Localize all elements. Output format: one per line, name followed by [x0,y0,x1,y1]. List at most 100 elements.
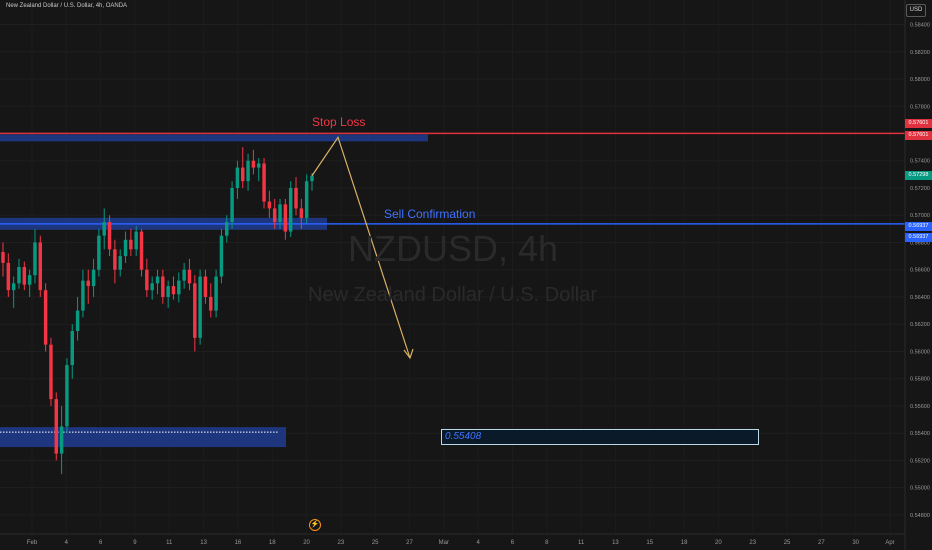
candle-body [219,235,224,277]
flash-icon[interactable]: ⚡ [309,519,321,531]
candle-body [107,222,112,250]
candle-body [304,181,309,218]
watermark-ticker: NZDUSD, 4h [348,228,559,269]
y-tick-label: 0.58400 [910,23,930,29]
candle-body [241,167,245,182]
candle-body [272,208,277,223]
candle-body [230,187,234,223]
x-tick-label: 30 [852,540,859,546]
price-axis [905,0,932,550]
candle-body [177,280,181,295]
currency-badge[interactable]: USD [906,4,926,17]
candle-body [294,187,298,209]
x-tick-label: 27 [818,540,825,546]
x-tick-label: 23 [338,540,345,546]
y-tick-label: 0.55600 [910,404,930,410]
symbol-title: New Zealand Dollar / U.S. Dollar, 4h, OA… [6,3,128,9]
candles [1,147,314,475]
x-tick-label: Apr [885,540,894,546]
projection-arrow [311,136,414,360]
candle-body [134,231,138,250]
x-tick-label: 25 [784,540,791,546]
x-tick-label: 23 [749,540,756,546]
candle-body [11,283,16,291]
candle-body [203,276,208,297]
x-tick-label: 4 [476,540,480,546]
y-tick-label: 0.56400 [910,295,930,301]
stop-zone [0,134,428,142]
candle-body [49,344,53,400]
candle-body [225,222,229,236]
x-tick-label: 6 [99,540,103,546]
x-tick-label: 15 [646,540,653,546]
candle-body [1,252,5,263]
candle-body [256,163,261,168]
candle-body [81,280,85,311]
y-tick-label: 0.57400 [910,159,930,165]
candle-body [139,231,144,270]
target-value: 0.55408 [445,431,482,442]
candle-body [102,222,106,236]
candle-body [278,204,282,223]
y-tick-label: 0.58200 [910,50,930,56]
y-tick-label: 0.55800 [910,377,930,383]
candle-body [246,160,250,182]
x-tick-label: 27 [406,540,413,546]
candle-body [6,262,11,291]
candle-body [118,256,122,270]
x-tick-label: 11 [578,540,585,546]
candle-body [150,283,154,291]
x-tick-label: 18 [269,540,276,546]
candle-body [299,208,304,218]
candle-body [145,269,149,291]
target-box[interactable]: 0.55408 [441,429,759,445]
candle-body [288,187,293,232]
candle-body [70,331,74,366]
candle-body [97,235,101,270]
y-tick-label: 0.56000 [910,349,930,355]
y-tick-label: 0.55400 [910,431,930,437]
arrow-head [403,348,414,360]
stop-price-tag-lower: 0.57601 [905,131,932,140]
x-tick-label: 9 [133,540,137,546]
y-tick-label: 0.57800 [910,104,930,110]
candle-body [17,267,21,284]
demand-zone [0,427,286,448]
candle-body [310,175,314,182]
x-tick-label: 8 [545,540,549,546]
candle-body [22,267,27,285]
candle-body [27,275,32,285]
x-tick-label: 20 [715,540,722,546]
x-tick-label: Mar [439,540,449,546]
candle-body [209,296,213,311]
sell-price-tag-upper: 0.56937 [905,222,932,231]
x-tick-label: 6 [511,540,515,546]
stop-price-tag-upper: 0.57601 [905,119,932,128]
candle-body [54,399,59,454]
y-tick-label: 0.57000 [910,213,930,219]
x-tick-label: Feb [27,540,38,546]
x-tick-label: 18 [681,540,688,546]
candle-body [214,276,218,311]
y-tick-label: 0.56800 [910,240,930,246]
candle-body [59,426,64,454]
watermark-name: New Zealand Dollar / U.S. Dollar [308,284,597,306]
candle-body [75,310,80,332]
candle-body [65,365,69,427]
candle-body [193,283,197,338]
sell-confirmation-label: Sell Confirmation [384,207,476,221]
candle-body [251,160,256,168]
x-tick-label: 20 [303,540,310,546]
candle-body [187,269,192,284]
candle-body [182,269,186,281]
x-tick-label: 13 [200,540,207,546]
stop-loss-label: Stop Loss [312,115,366,129]
candle-body [113,249,117,270]
y-tick-label: 0.55000 [910,486,930,492]
candle-body [38,242,43,291]
current-price-tag: 0.57298 [905,171,932,180]
candle-body [33,242,37,276]
